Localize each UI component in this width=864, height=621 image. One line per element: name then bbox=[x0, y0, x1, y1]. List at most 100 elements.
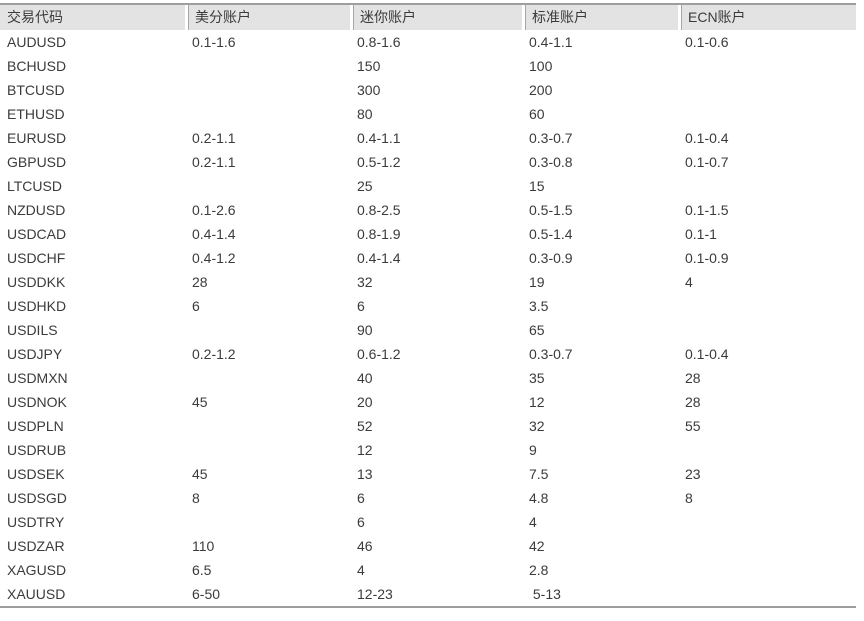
symbol-cell: USDRUB bbox=[7, 442, 67, 458]
table-row: USDSEK 45 13 7.5 23 bbox=[0, 462, 856, 486]
value-cell: 3.5 bbox=[529, 298, 549, 314]
value-cell: 13 bbox=[357, 466, 373, 482]
header-cell-mini-account: 迷你账户 bbox=[350, 4, 522, 30]
symbol-cell: XAUUSD bbox=[7, 586, 66, 602]
value-cell: 60 bbox=[529, 106, 545, 122]
symbol-cell: NZDUSD bbox=[7, 202, 66, 218]
table-row: USDPLN 52 32 55 bbox=[0, 414, 856, 438]
value-cell bbox=[185, 438, 350, 462]
value-cell: 32 bbox=[529, 418, 545, 434]
value-cell bbox=[678, 582, 856, 607]
value-cell bbox=[678, 510, 856, 534]
value-cell: 52 bbox=[357, 418, 373, 434]
value-cell: 300 bbox=[357, 82, 381, 98]
value-cell: 0.2-1.1 bbox=[192, 154, 236, 170]
value-cell: 55 bbox=[685, 418, 701, 434]
value-cell: 0.4-1.4 bbox=[192, 226, 236, 242]
value-cell: 32 bbox=[357, 274, 373, 290]
value-cell: 90 bbox=[357, 322, 373, 338]
table-row: USDNOK 45 20 12 28 bbox=[0, 390, 856, 414]
symbol-cell: USDZAR bbox=[7, 538, 65, 554]
table-row: USDJPY 0.2-1.2 0.6-1.2 0.3-0.7 0.1-0.4 bbox=[0, 342, 856, 366]
value-cell: 0.6-1.2 bbox=[357, 346, 401, 362]
symbol-cell: ETHUSD bbox=[7, 106, 65, 122]
value-cell: 0.8-2.5 bbox=[357, 202, 401, 218]
value-cell: 0.5-1.4 bbox=[529, 226, 573, 242]
symbol-cell: USDCHF bbox=[7, 250, 66, 266]
table-row: USDCHF 0.4-1.2 0.4-1.4 0.3-0.9 0.1-0.9 bbox=[0, 246, 856, 270]
value-cell bbox=[185, 174, 350, 198]
value-cell: 15 bbox=[529, 178, 545, 194]
header-label-standard-account: 标准账户 bbox=[525, 5, 678, 30]
value-cell: 28 bbox=[685, 370, 701, 386]
value-cell: 0.4-1.2 bbox=[192, 250, 236, 266]
value-cell: 100 bbox=[529, 58, 553, 74]
value-cell bbox=[185, 102, 350, 126]
value-cell: 28 bbox=[685, 394, 701, 410]
header-cell-ecn-account: ECN账户 bbox=[678, 4, 856, 30]
table-row: AUDUSD 0.1-1.6 0.8-1.6 0.4-1.1 0.1-0.6 bbox=[0, 30, 856, 54]
value-cell bbox=[185, 78, 350, 102]
value-cell bbox=[678, 294, 856, 318]
value-cell: 0.1-0.4 bbox=[685, 346, 729, 362]
value-cell: 8 bbox=[685, 490, 693, 506]
value-cell: 6 bbox=[357, 514, 365, 530]
value-cell: 4 bbox=[529, 514, 537, 530]
table-row: USDSGD 8 6 4.8 8 bbox=[0, 486, 856, 510]
value-cell bbox=[678, 102, 856, 126]
table-header-row: 交易代码 美分账户 迷你账户 标准账户 ECN账户 bbox=[0, 4, 856, 30]
value-cell: 150 bbox=[357, 58, 381, 74]
value-cell bbox=[678, 78, 856, 102]
value-cell bbox=[678, 318, 856, 342]
symbol-cell: EURUSD bbox=[7, 130, 67, 146]
value-cell: 0.3-0.7 bbox=[529, 346, 573, 362]
value-cell: 2.8 bbox=[529, 562, 549, 578]
value-cell: 46 bbox=[357, 538, 373, 554]
value-cell: 6 bbox=[357, 298, 365, 314]
value-cell: 0.1-2.6 bbox=[192, 202, 236, 218]
value-cell: 0.4-1.1 bbox=[529, 34, 573, 50]
table-row: BTCUSD 300 200 bbox=[0, 78, 856, 102]
table-row: USDZAR 110 46 42 bbox=[0, 534, 856, 558]
value-cell: 65 bbox=[529, 322, 545, 338]
value-cell: 12-23 bbox=[357, 586, 393, 602]
value-cell: 6.5 bbox=[192, 562, 212, 578]
value-cell: 6-50 bbox=[192, 586, 221, 602]
table-row: XAUUSD 6-50 12-23 5-13 bbox=[0, 582, 856, 607]
symbol-cell: USDJPY bbox=[7, 346, 63, 362]
table-row: NZDUSD 0.1-2.6 0.8-2.5 0.5-1.5 0.1-1.5 bbox=[0, 198, 856, 222]
table-row: USDRUB 12 9 bbox=[0, 438, 856, 462]
value-cell: 45 bbox=[192, 394, 208, 410]
value-cell bbox=[678, 558, 856, 582]
value-cell: 23 bbox=[685, 466, 701, 482]
table-row: USDTRY 6 4 bbox=[0, 510, 856, 534]
header-label-cent-account: 美分账户 bbox=[188, 5, 350, 30]
symbol-cell: XAGUSD bbox=[7, 562, 67, 578]
value-cell: 6 bbox=[357, 490, 365, 506]
symbol-cell: USDTRY bbox=[7, 514, 65, 530]
header-cell-symbol: 交易代码 bbox=[0, 4, 185, 30]
value-cell: 0.1-1.5 bbox=[685, 202, 729, 218]
value-cell: 20 bbox=[357, 394, 373, 410]
value-cell bbox=[185, 366, 350, 390]
symbol-cell: BTCUSD bbox=[7, 82, 65, 98]
value-cell bbox=[678, 534, 856, 558]
header-label-symbol: 交易代码 bbox=[0, 5, 185, 30]
value-cell bbox=[185, 54, 350, 78]
symbol-cell: USDHKD bbox=[7, 298, 67, 314]
header-label-ecn-account: ECN账户 bbox=[681, 5, 856, 30]
value-cell: 4 bbox=[357, 562, 365, 578]
value-cell: 8 bbox=[192, 490, 200, 506]
symbol-cell: AUDUSD bbox=[7, 34, 67, 50]
table-row: USDILS 90 65 bbox=[0, 318, 856, 342]
table-row: USDDKK 28 32 19 4 bbox=[0, 270, 856, 294]
value-cell: 0.8-1.9 bbox=[357, 226, 401, 242]
value-cell: 4 bbox=[685, 274, 693, 290]
value-cell: 19 bbox=[529, 274, 545, 290]
symbol-cell: BCHUSD bbox=[7, 58, 67, 74]
value-cell: 0.1-1.6 bbox=[192, 34, 236, 50]
table-row: GBPUSD 0.2-1.1 0.5-1.2 0.3-0.8 0.1-0.7 bbox=[0, 150, 856, 174]
table-row: USDHKD 6 6 3.5 bbox=[0, 294, 856, 318]
value-cell: 40 bbox=[357, 370, 373, 386]
value-cell bbox=[185, 510, 350, 534]
